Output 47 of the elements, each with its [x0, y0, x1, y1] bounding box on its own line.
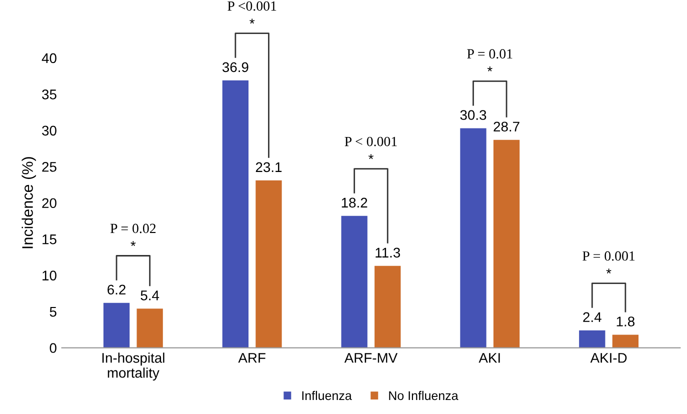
y-tick-label: 30 — [42, 126, 56, 136]
data-label: 2.4 — [583, 312, 602, 322]
bar — [460, 128, 486, 348]
bar — [374, 266, 401, 348]
y-tick-label: 10 — [42, 270, 56, 280]
data-label: 6.2 — [108, 284, 126, 295]
x-tick-label: AKI — [478, 353, 500, 363]
data-label: 30.3 — [460, 110, 486, 120]
bar — [136, 308, 163, 348]
data-label: 18.2 — [342, 198, 368, 208]
bar — [579, 330, 606, 348]
data-label: 36.9 — [222, 62, 248, 72]
bar — [256, 180, 282, 348]
y-tick-label: 40 — [42, 53, 56, 64]
text: * — [250, 18, 255, 24]
y-tick-label: 0 — [50, 343, 56, 353]
annotation: * — [368, 154, 374, 160]
data-label: 28.7 — [494, 122, 520, 132]
annotation: * — [130, 241, 136, 246]
data-label: 5.4 — [140, 290, 160, 300]
annotation: P = 0.02 — [110, 224, 156, 234]
data-label: 23.1 — [256, 162, 282, 172]
legend-label: No Influenza — [389, 390, 458, 400]
annotation: * — [487, 66, 492, 72]
data-label: 1.8 — [616, 316, 634, 326]
bar — [612, 334, 639, 348]
y-tick-label: 5 — [50, 307, 56, 317]
annotation: * — [606, 268, 612, 274]
bar — [222, 80, 249, 348]
y-tick-label: 35 — [42, 90, 56, 100]
text: P <0.001 — [228, 1, 276, 11]
bar — [103, 302, 130, 348]
bar — [341, 216, 368, 348]
annotation: P = 0.01 — [467, 49, 512, 59]
y-tick-label: 15 — [42, 234, 56, 244]
annotation: P < 0.001 — [344, 136, 397, 146]
x-tick-label: In-hospital mortality — [102, 352, 164, 381]
y-tick-label: 20 — [42, 198, 56, 208]
x-tick-label: AKI-D — [590, 353, 627, 363]
bar — [493, 140, 520, 348]
annotation: P = 0.001 — [582, 251, 635, 261]
y-axis-title: Incidence (%) — [22, 157, 36, 248]
legend-label: Influenza — [302, 390, 352, 400]
data-label: 11.3 — [376, 248, 400, 258]
x-tick-label: ARF-MV — [344, 353, 398, 363]
y-tick-label: 25 — [42, 162, 56, 172]
x-tick-label: ARF — [238, 353, 266, 363]
